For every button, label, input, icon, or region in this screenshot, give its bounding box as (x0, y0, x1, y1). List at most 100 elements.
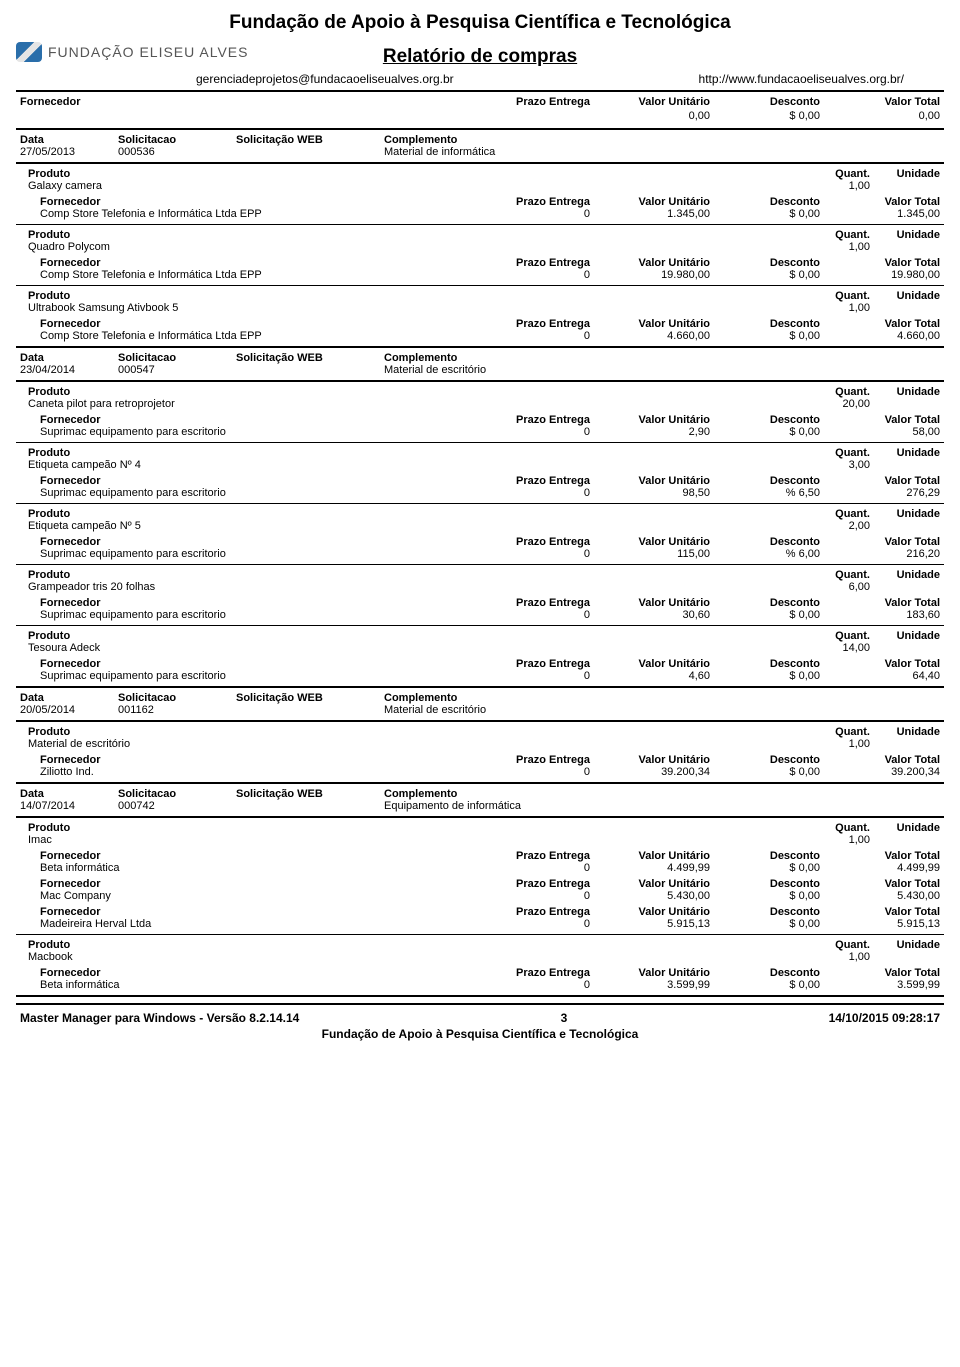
label-prazo: Prazo Entrega (480, 318, 590, 330)
request-web (236, 800, 366, 812)
supplier-prazo: 0 (480, 487, 590, 499)
product-name: Macbook (28, 951, 810, 963)
request-number: 001162 (118, 704, 218, 716)
label-produto: Produto (28, 726, 810, 738)
label-complemento: Complemento (384, 352, 940, 364)
request-block: DataSolicitacaoSolicitação WEBComplement… (16, 692, 944, 784)
supplier-desc: $ 0,00 (710, 330, 820, 342)
product-unit (870, 834, 940, 846)
top-header-row: Fornecedor Prazo Entrega Valor Unitário … (16, 94, 944, 110)
label-data: Data (20, 134, 100, 146)
supplier-row: Suprimac equipamento para escritorio02,9… (16, 426, 944, 440)
label-quant: Quant. (810, 508, 870, 520)
label-prazo: Prazo Entrega (480, 967, 590, 979)
product-header: ProdutoQuant.Unidade (16, 567, 944, 581)
label-unidade: Unidade (870, 569, 940, 581)
supplier-header: FornecedorPrazo EntregaValor UnitárioDes… (16, 656, 944, 670)
supplier-header: FornecedorPrazo EntregaValor UnitárioDes… (16, 595, 944, 609)
request-header: DataSolicitacaoSolicitação WEBComplement… (16, 788, 944, 800)
label-fornecedor: Fornecedor (40, 850, 480, 862)
label-quant: Quant. (810, 726, 870, 738)
supplier-header: FornecedorPrazo EntregaValor UnitárioDes… (16, 534, 944, 548)
product-header: ProdutoQuant.Unidade (16, 628, 944, 642)
label-desconto: Desconto (710, 196, 820, 208)
request-complemento: Material de escritório (384, 704, 940, 716)
org-title: Fundação de Apoio à Pesquisa Científica … (16, 12, 944, 34)
product-quant: 2,00 (810, 520, 870, 532)
product-name: Grampeador tris 20 folhas (28, 581, 810, 593)
supplier-vu: 4.660,00 (590, 330, 710, 342)
supplier-vu: 98,50 (590, 487, 710, 499)
supplier-vu: 2,90 (590, 426, 710, 438)
label-produto: Produto (28, 168, 810, 180)
request-values: 14/07/2014000742Equipamento de informáti… (16, 800, 944, 814)
label-produto: Produto (28, 229, 810, 241)
request-date: 27/05/2013 (20, 146, 100, 158)
label-valor-total: Valor Total (820, 536, 940, 548)
supplier-name: Beta informática (40, 862, 480, 874)
supplier-vu: 5.430,00 (590, 890, 710, 902)
label-solicitacao: Solicitacao (118, 692, 218, 704)
label-quant: Quant. (810, 168, 870, 180)
label-desconto: Desconto (710, 850, 820, 862)
label-fornecedor: Fornecedor (40, 536, 480, 548)
label-fornecedor: Fornecedor (40, 754, 480, 766)
footer-page: 3 (561, 1011, 568, 1025)
supplier-vu: 4,60 (590, 670, 710, 682)
top-vt: 0,00 (820, 110, 940, 122)
label-data: Data (20, 692, 100, 704)
supplier-header: FornecedorPrazo EntregaValor UnitárioDes… (16, 316, 944, 330)
product-quant: 1,00 (810, 302, 870, 314)
label-complemento: Complemento (384, 134, 940, 146)
top-vu: 0,00 (590, 110, 710, 122)
divider (16, 625, 944, 626)
product-unit (870, 180, 940, 192)
logo-text: FUNDAÇÃO ELISEU ALVES (48, 44, 248, 60)
supplier-header: FornecedorPrazo EntregaValor UnitárioDes… (16, 752, 944, 766)
label-produto: Produto (28, 508, 810, 520)
product-name: Material de escritório (28, 738, 810, 750)
supplier-vt: 64,40 (820, 670, 940, 682)
divider (16, 816, 944, 818)
label-unidade: Unidade (870, 822, 940, 834)
supplier-vt: 4.660,00 (820, 330, 940, 342)
label-valor-unitario: Valor Unitário (590, 597, 710, 609)
supplier-desc: $ 0,00 (710, 979, 820, 991)
divider (16, 782, 944, 784)
label-fornecedor: Fornecedor (40, 414, 480, 426)
request-web (236, 704, 366, 716)
logo-icon (16, 42, 42, 62)
product-name: Etiqueta campeão Nº 5 (28, 520, 810, 532)
product-row: Imac1,00 (16, 834, 944, 848)
label-desconto: Desconto (710, 878, 820, 890)
supplier-row: Suprimac equipamento para escritorio04,6… (16, 670, 944, 684)
product-quant: 20,00 (810, 398, 870, 410)
label-data: Data (20, 788, 100, 800)
supplier-vu: 19.980,00 (590, 269, 710, 281)
request-header: DataSolicitacaoSolicitação WEBComplement… (16, 134, 944, 146)
product-quant: 1,00 (810, 951, 870, 963)
label-fornecedor: Fornecedor (40, 475, 480, 487)
product-unit (870, 459, 940, 471)
product-quant: 1,00 (810, 241, 870, 253)
product-row: Ultrabook Samsung Ativbook 51,00 (16, 302, 944, 316)
divider (16, 128, 944, 130)
supplier-prazo: 0 (480, 890, 590, 902)
contacts-row: gerenciadeprojetos@fundacaoeliseualves.o… (16, 72, 944, 86)
label-produto: Produto (28, 386, 810, 398)
product-row: Grampeador tris 20 folhas6,00 (16, 581, 944, 595)
divider (16, 720, 944, 722)
product-header: ProdutoQuant.Unidade (16, 445, 944, 459)
supplier-vu: 3.599,99 (590, 979, 710, 991)
product-header: ProdutoQuant.Unidade (16, 384, 944, 398)
label-desconto: Desconto (710, 597, 820, 609)
label-fornecedor: Fornecedor (40, 878, 480, 890)
supplier-prazo: 0 (480, 670, 590, 682)
supplier-row: Comp Store Telefonia e Informática Ltda … (16, 330, 944, 344)
request-header: DataSolicitacaoSolicitação WEBComplement… (16, 352, 944, 364)
supplier-row: Comp Store Telefonia e Informática Ltda … (16, 269, 944, 283)
label-data: Data (20, 352, 100, 364)
product-unit (870, 951, 940, 963)
supplier-row: Comp Store Telefonia e Informática Ltda … (16, 208, 944, 222)
divider (16, 564, 944, 565)
